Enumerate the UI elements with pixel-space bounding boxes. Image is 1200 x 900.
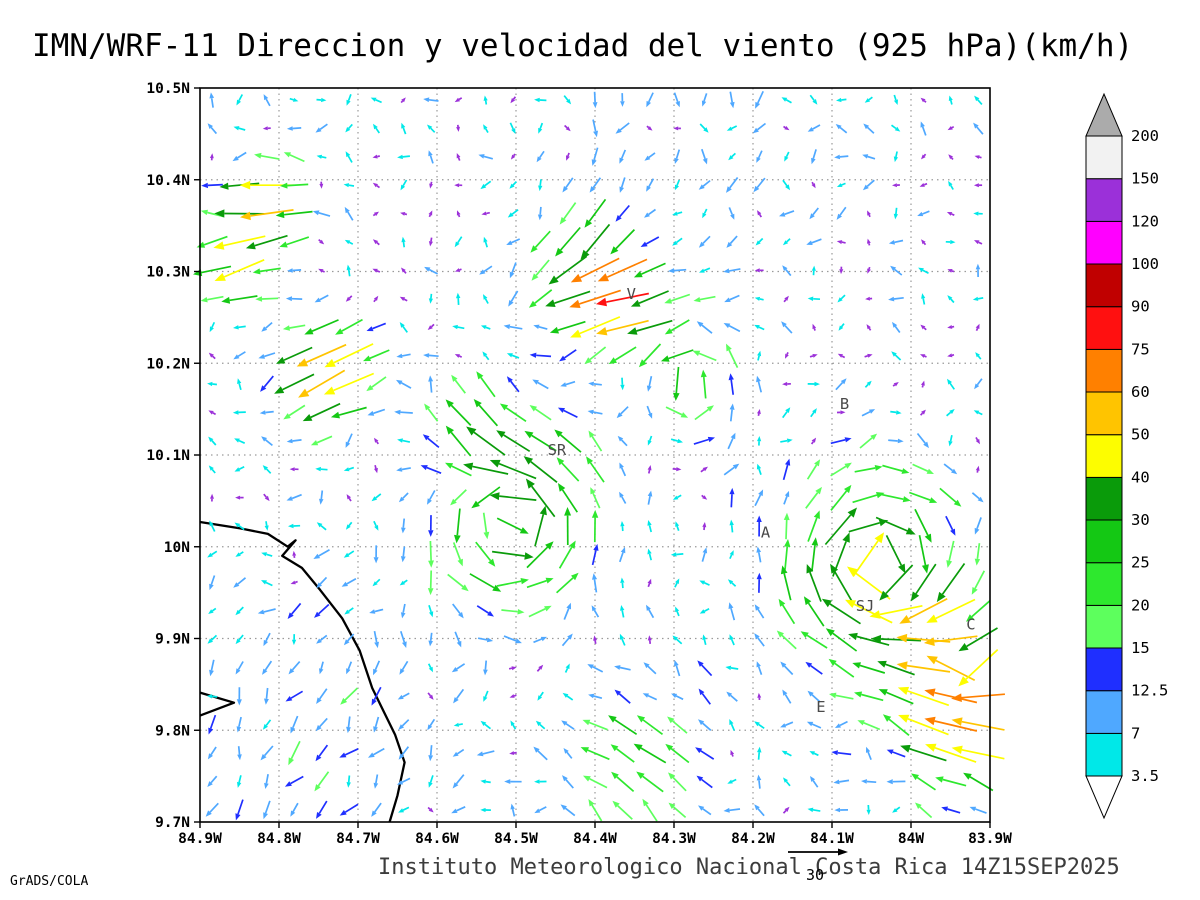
svg-text:84.5W: 84.5W [494,831,538,847]
station-label: V [627,285,636,303]
svg-text:10.1N: 10.1N [146,448,190,464]
svg-text:10.4N: 10.4N [146,173,190,189]
svg-text:10.3N: 10.3N [146,265,190,281]
station-label: SR [548,441,567,459]
x-axis-labels: 84.9W 84.8W 84.7W 84.6W 84.5W 84.4W 84.3W 84.2W… [178,822,1012,847]
svg-text:90: 90 [1131,298,1150,316]
svg-text:84.9W: 84.9W [178,831,222,847]
svg-text:20: 20 [1131,596,1150,614]
station-label: E [816,698,825,716]
caption: Instituto Meteorologico Nacional Costa R… [378,855,1120,880]
svg-text:120: 120 [1131,212,1159,230]
chart-title: IMN/WRF-11 Direccion y velocidad del vie… [32,28,1134,64]
svg-text:84.8W: 84.8W [257,831,301,847]
svg-text:12.5: 12.5 [1131,682,1168,700]
station-label: B [840,395,849,413]
coastline-path [199,520,406,823]
station-labels: V B SR A SJ C E [548,285,976,716]
svg-text:200: 200 [1131,127,1159,145]
svg-text:84.4W: 84.4W [573,831,617,847]
svg-text:3.5: 3.5 [1131,767,1159,785]
colorbar-under-arrow [1085,775,1123,820]
svg-text:84.3W: 84.3W [652,831,696,847]
svg-text:50: 50 [1131,426,1150,444]
svg-text:84.1W: 84.1W [810,831,854,847]
svg-text:25: 25 [1131,554,1150,572]
svg-text:10N: 10N [164,540,190,556]
svg-text:9.8N: 9.8N [155,723,190,739]
svg-text:15: 15 [1131,639,1150,657]
svg-text:10.5N: 10.5N [146,81,190,97]
svg-text:84W: 84W [898,831,924,847]
svg-text:40: 40 [1131,468,1150,486]
svg-text:10.2N: 10.2N [146,356,190,372]
svg-text:83.9W: 83.9W [968,831,1012,847]
svg-text:84.2W: 84.2W [731,831,775,847]
colorbar-labels: 3.5 7 12.5 15 20 25 30 40 50 60 75 90 100 120 150 200 [1131,127,1168,785]
reference-vector [788,848,848,856]
station-label: SJ [856,597,875,615]
svg-text:84.7W: 84.7W [336,831,380,847]
svg-text:60: 60 [1131,383,1150,401]
svg-text:84.6W: 84.6W [415,831,459,847]
grads-credit: GrADS/COLA [10,874,89,889]
svg-text:9.9N: 9.9N [155,632,190,648]
station-label: A [761,524,771,542]
colorbar [1085,92,1123,820]
svg-text:9.7N: 9.7N [155,815,190,831]
wind-vectors [193,90,1005,822]
reference-vector-label: 30 [806,866,825,884]
svg-text:100: 100 [1131,255,1159,273]
svg-text:30: 30 [1131,511,1150,529]
y-axis-labels: 9.7N 9.8N 9.9N 10N 10.1N 10.2N 10.3N 10.4N 10.5N [146,81,200,831]
station-label: C [966,615,975,633]
svg-text:75: 75 [1131,340,1150,358]
grid-lines [200,88,990,822]
svg-text:150: 150 [1131,170,1159,188]
colorbar-over-arrow [1085,92,1123,137]
svg-text:7: 7 [1131,724,1140,742]
